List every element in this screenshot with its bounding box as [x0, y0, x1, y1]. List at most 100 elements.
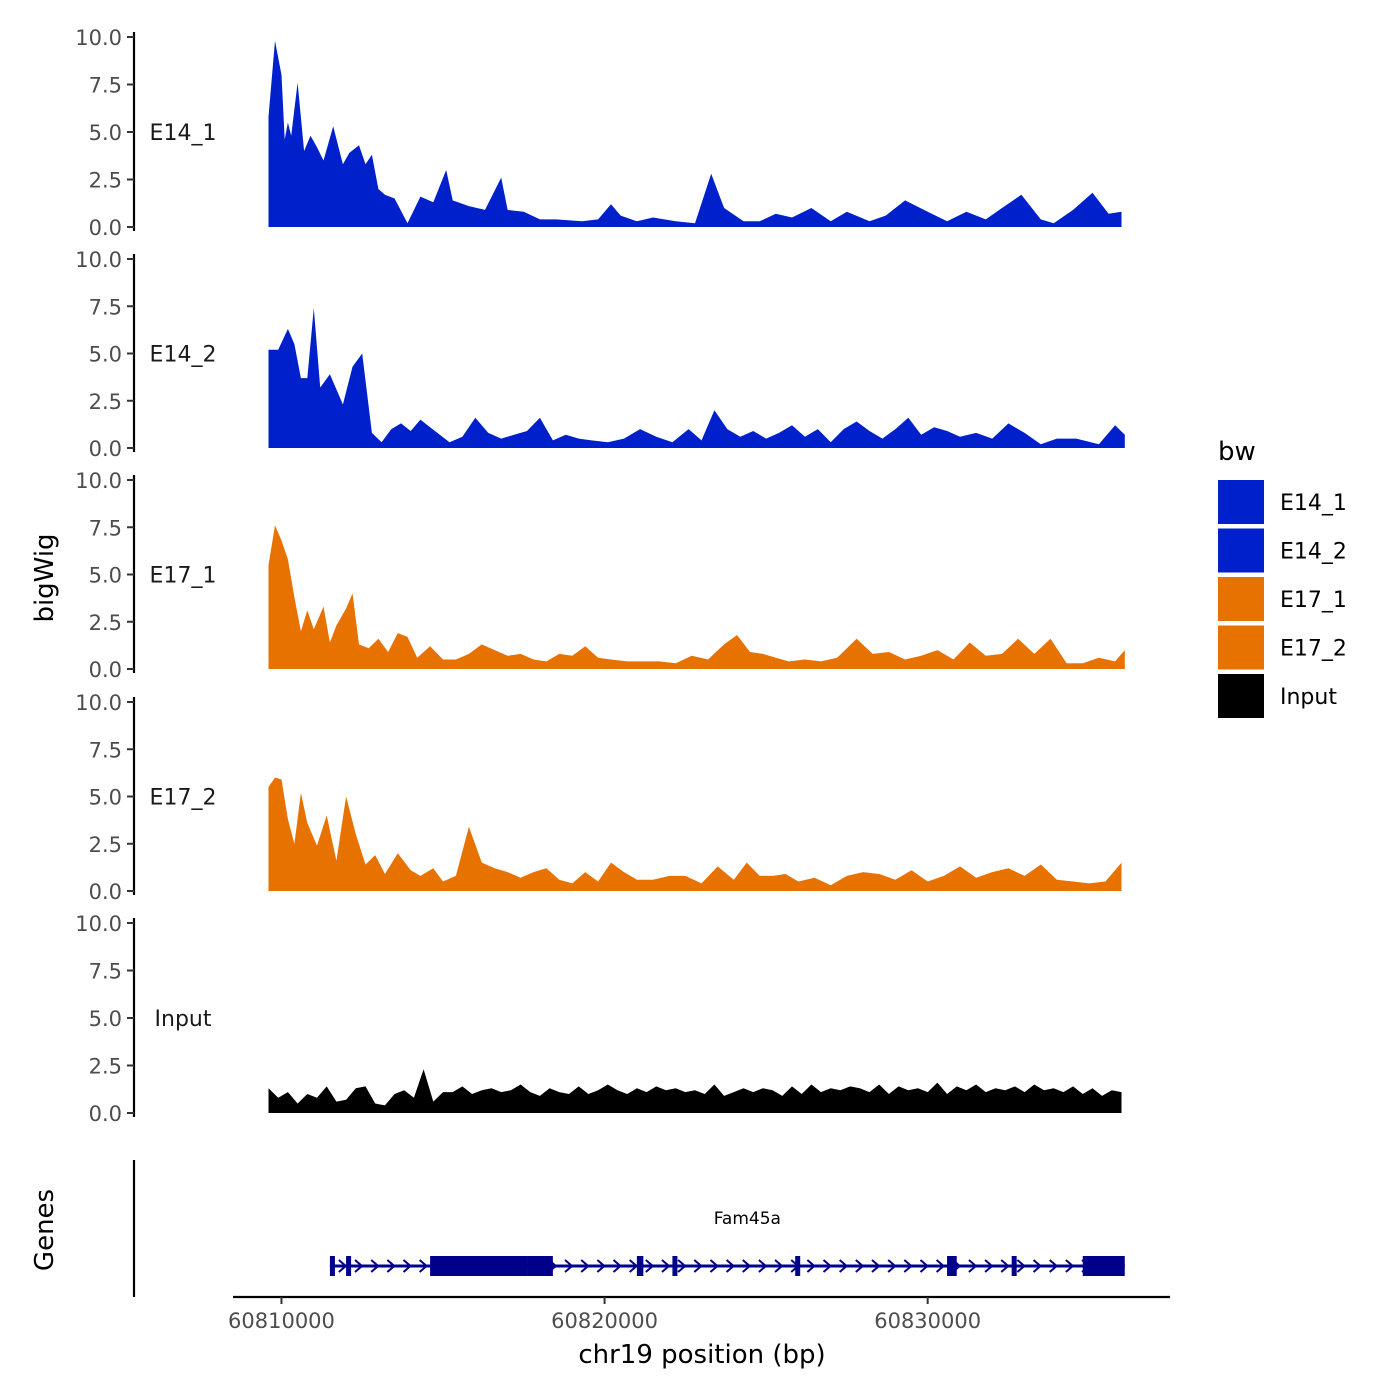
strand-arrow — [984, 1259, 994, 1273]
strand-arrow — [935, 1259, 946, 1273]
x-tick-label: 60810000 — [228, 1309, 335, 1333]
y-tick-label: 2.5 — [89, 611, 122, 635]
gene-exon — [346, 1256, 352, 1276]
y-tick-label: 7.5 — [89, 74, 122, 98]
strand-arrow — [1049, 1259, 1059, 1273]
gene-exon — [329, 1256, 335, 1276]
strand-arrow — [822, 1259, 833, 1273]
track-E17_1: 0.0 2.5 5.0 7.5 10.0 E17_1 — [75, 469, 1125, 682]
x-axis: 60810000 60820000 60830000 — [228, 1295, 1170, 1333]
gene-exon — [1082, 1256, 1125, 1276]
track-E14_1: 0.0 2.5 5.0 7.5 10.0 E14_1 — [75, 26, 1122, 240]
legend-swatch-Input — [1218, 674, 1264, 718]
legend: bw E14_1 E14_2 E17_1 E17_2 Input — [1218, 437, 1347, 718]
genes-axis-title: Genes — [30, 1189, 60, 1271]
strand-arrow — [580, 1259, 590, 1273]
gene-name-label: Fam45a — [714, 1209, 781, 1229]
y-tick-label: 0.0 — [89, 880, 122, 904]
legend-title: bw — [1218, 437, 1256, 467]
gene-exon — [947, 1256, 957, 1276]
strand-arrow — [742, 1259, 752, 1273]
y-tick-label: 5.0 — [89, 786, 122, 810]
strand-arrow — [693, 1259, 703, 1273]
strand-arrow — [1032, 1259, 1043, 1273]
y-tick-label: 2.5 — [89, 169, 122, 193]
strand-arrow — [758, 1259, 768, 1273]
y-tick-label: 7.5 — [89, 960, 122, 984]
strand-arrow — [645, 1259, 655, 1273]
strand-arrow — [661, 1259, 671, 1273]
y-tick-label: 0.0 — [89, 437, 122, 461]
legend-label: Input — [1280, 685, 1337, 710]
strand-arrow — [968, 1259, 978, 1273]
signal-area-E17_2 — [268, 777, 1122, 891]
track-Input: 0.0 2.5 5.0 7.5 10.0 Input — [75, 912, 1122, 1126]
y-tick-label: 10.0 — [75, 912, 122, 936]
y-tick-label: 0.0 — [89, 658, 122, 682]
y-tick-label: 10.0 — [75, 26, 122, 50]
strand-arrow — [402, 1259, 413, 1273]
y-tick-label: 2.5 — [89, 833, 122, 857]
legend-label: E17_1 — [1280, 588, 1347, 613]
y-tick-label: 5.0 — [89, 121, 122, 145]
y-axis-title: bigWig — [30, 533, 60, 622]
legend-label: E14_2 — [1280, 540, 1347, 565]
strand-arrow — [1065, 1259, 1075, 1273]
y-tick-label: 5.0 — [89, 343, 122, 367]
x-axis-title: chr19 position (bp) — [578, 1340, 825, 1370]
legend-swatch-E17_1 — [1218, 577, 1264, 621]
signal-area-Input — [268, 1069, 1122, 1113]
strand-arrow — [887, 1259, 897, 1273]
strand-arrow — [1000, 1259, 1010, 1273]
legend-label: E14_1 — [1280, 491, 1347, 516]
track-label: E17_2 — [150, 786, 217, 811]
track-E14_2: 0.0 2.5 5.0 7.5 10.0 E14_2 — [75, 248, 1125, 461]
strand-arrow — [596, 1259, 606, 1273]
signal-tracks: 0.0 2.5 5.0 7.5 10.0 E14_1 0.0 2.5 5.0 7.5 10.0 E14… — [75, 26, 1125, 1126]
gene-track: Fam45a — [132, 1160, 1125, 1297]
x-tick-label: 60830000 — [874, 1309, 981, 1333]
y-tick-label: 2.5 — [89, 390, 122, 414]
strand-arrow — [386, 1259, 396, 1273]
y-tick-label: 10.0 — [75, 248, 122, 272]
gene-exon — [527, 1256, 553, 1276]
strand-arrow — [564, 1259, 574, 1273]
track-label: E17_1 — [150, 564, 217, 589]
strand-arrow — [725, 1259, 736, 1273]
legend-label: E17_2 — [1280, 637, 1347, 662]
track-E17_2: 0.0 2.5 5.0 7.5 10.0 E17_2 — [75, 691, 1122, 904]
strand-arrow — [338, 1259, 348, 1273]
y-tick-label: 10.0 — [75, 691, 122, 715]
strand-arrow — [418, 1259, 429, 1273]
y-tick-label: 7.5 — [89, 516, 122, 540]
strand-arrow — [774, 1259, 784, 1273]
strand-arrow — [612, 1259, 623, 1273]
track-label: Input — [155, 1007, 212, 1032]
strand-arrow — [709, 1259, 719, 1273]
strand-arrow — [677, 1259, 687, 1273]
gene-exon — [1011, 1256, 1017, 1276]
track-label: E14_1 — [150, 121, 217, 146]
strand-arrow — [903, 1259, 913, 1273]
legend-swatch-E14_1 — [1218, 480, 1264, 524]
strand-arrow — [855, 1259, 865, 1273]
y-tick-label: 2.5 — [89, 1055, 122, 1079]
y-tick-label: 7.5 — [89, 295, 122, 319]
signal-area-E17_1 — [268, 525, 1125, 669]
y-tick-label: 5.0 — [89, 1007, 122, 1031]
y-tick-label: 0.0 — [89, 216, 122, 240]
y-tick-label: 5.0 — [89, 564, 122, 588]
signal-area-E14_2 — [268, 308, 1125, 448]
gene-exon — [672, 1256, 678, 1276]
strand-arrow — [871, 1259, 881, 1273]
strand-arrow — [370, 1259, 380, 1273]
strand-arrow — [806, 1259, 816, 1273]
signal-area-E14_1 — [268, 40, 1122, 227]
y-tick-label: 7.5 — [89, 738, 122, 762]
y-tick-label: 10.0 — [75, 469, 122, 493]
gene-exon — [636, 1256, 644, 1276]
legend-swatch-E17_2 — [1218, 625, 1264, 670]
x-tick-label: 60820000 — [551, 1309, 658, 1333]
strand-arrow — [1016, 1259, 1026, 1273]
